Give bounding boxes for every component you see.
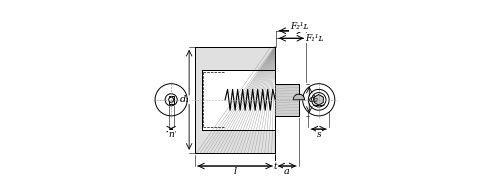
Text: F₂¹ʟ: F₂¹ʟ [290,22,308,31]
Text: a: a [284,167,290,176]
Text: t: t [273,161,277,170]
Text: n: n [168,130,174,139]
Text: l: l [233,167,237,176]
Bar [203,70,275,130]
Text: d₁: d₁ [179,95,189,104]
Text: d₂: d₂ [309,95,319,104]
Bar [225,47,275,153]
Polygon shape [275,84,299,116]
Text: s: s [316,130,321,139]
Polygon shape [293,94,305,100]
Polygon shape [195,47,297,153]
Polygon shape [314,94,324,105]
Circle shape [169,97,174,102]
Bar [169,96,174,104]
Text: F₁¹ʟ: F₁¹ʟ [305,34,323,43]
